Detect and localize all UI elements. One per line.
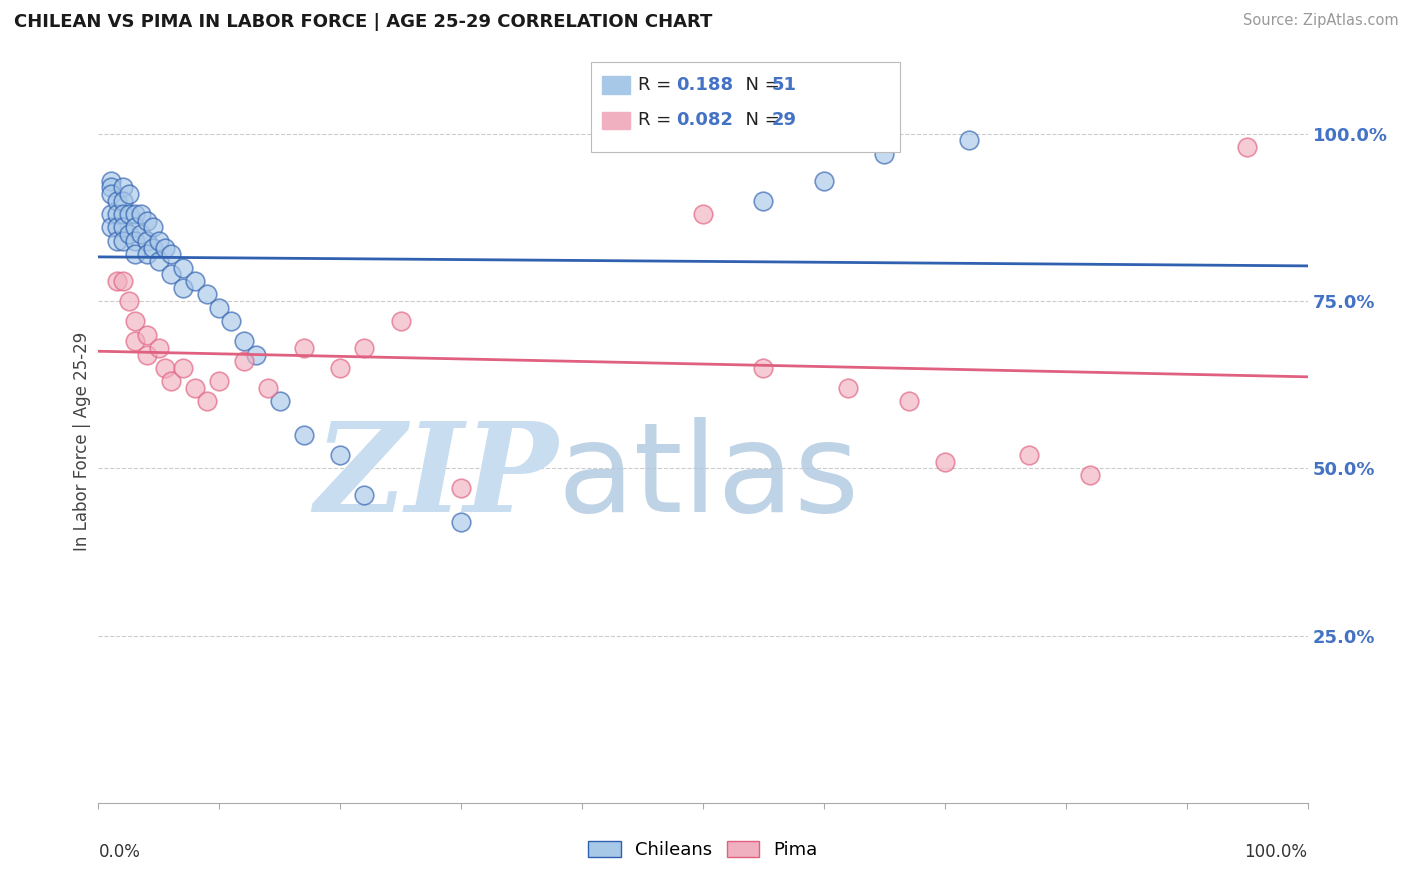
Point <box>100 207 122 221</box>
Point <box>873 147 896 161</box>
Text: 29: 29 <box>772 112 797 129</box>
Point <box>813 173 835 188</box>
Point <box>129 227 152 242</box>
Point <box>129 207 152 221</box>
Point <box>124 334 146 349</box>
Point <box>105 274 128 288</box>
Point <box>124 234 146 248</box>
Point <box>111 194 134 208</box>
Point <box>118 187 141 202</box>
Point <box>353 488 375 502</box>
Point <box>135 247 157 261</box>
Point <box>232 354 254 368</box>
Text: N =: N = <box>734 112 786 129</box>
Point <box>245 348 267 362</box>
Point <box>105 194 128 208</box>
Point <box>269 394 291 409</box>
Point <box>172 281 194 295</box>
Y-axis label: In Labor Force | Age 25-29: In Labor Force | Age 25-29 <box>73 332 91 551</box>
Text: 0.082: 0.082 <box>676 112 734 129</box>
Point <box>118 227 141 242</box>
Point <box>124 247 146 261</box>
Point <box>160 375 183 389</box>
Point <box>1236 140 1258 154</box>
Point <box>135 327 157 342</box>
Point <box>153 361 176 376</box>
Point <box>172 361 194 376</box>
Point <box>292 427 315 442</box>
Point <box>148 234 170 248</box>
Text: CHILEAN VS PIMA IN LABOR FORCE | AGE 25-29 CORRELATION CHART: CHILEAN VS PIMA IN LABOR FORCE | AGE 25-… <box>14 13 713 31</box>
Point <box>105 220 128 235</box>
Point <box>142 241 165 255</box>
Point <box>111 180 134 194</box>
Point <box>111 207 134 221</box>
Point <box>389 314 412 328</box>
Point <box>100 220 122 235</box>
Point <box>752 361 775 376</box>
Point <box>124 207 146 221</box>
Point <box>450 515 472 529</box>
Text: 0.188: 0.188 <box>676 76 734 94</box>
Text: 51: 51 <box>772 76 797 94</box>
Point <box>837 381 859 395</box>
Text: R =: R = <box>638 76 678 94</box>
Point <box>105 207 128 221</box>
Point <box>221 314 243 328</box>
Point <box>148 254 170 268</box>
Point <box>153 241 176 255</box>
Point <box>160 247 183 261</box>
Text: atlas: atlas <box>558 417 860 538</box>
Point <box>160 268 183 282</box>
Legend: Chileans, Pima: Chileans, Pima <box>581 833 825 866</box>
Point <box>692 207 714 221</box>
Point <box>184 381 207 395</box>
Point <box>1078 467 1101 482</box>
Point <box>897 394 920 409</box>
Point <box>111 220 134 235</box>
Text: N =: N = <box>734 76 786 94</box>
Point <box>135 348 157 362</box>
Point <box>1018 448 1040 462</box>
Point <box>111 274 134 288</box>
Point <box>142 220 165 235</box>
Point <box>934 455 956 469</box>
Point <box>124 220 146 235</box>
Point <box>957 134 980 148</box>
Point <box>135 234 157 248</box>
Point <box>292 341 315 355</box>
Point <box>111 234 134 248</box>
Point <box>135 214 157 228</box>
Point <box>124 314 146 328</box>
Point <box>195 287 218 301</box>
Point <box>329 361 352 376</box>
Point <box>232 334 254 349</box>
Point <box>195 394 218 409</box>
Point <box>353 341 375 355</box>
Point <box>100 180 122 194</box>
Text: 100.0%: 100.0% <box>1244 843 1308 861</box>
Point <box>100 173 122 188</box>
Point <box>184 274 207 288</box>
Point <box>329 448 352 462</box>
Point <box>100 187 122 202</box>
Point <box>148 341 170 355</box>
Point <box>208 301 231 315</box>
Point <box>450 482 472 496</box>
Point <box>752 194 775 208</box>
Point <box>172 260 194 275</box>
Point <box>118 207 141 221</box>
Point <box>256 381 278 395</box>
Text: Source: ZipAtlas.com: Source: ZipAtlas.com <box>1243 13 1399 29</box>
Point <box>118 294 141 309</box>
Text: 0.0%: 0.0% <box>98 843 141 861</box>
Text: R =: R = <box>638 112 678 129</box>
Point <box>105 234 128 248</box>
Point <box>208 375 231 389</box>
Text: ZIP: ZIP <box>314 417 558 539</box>
